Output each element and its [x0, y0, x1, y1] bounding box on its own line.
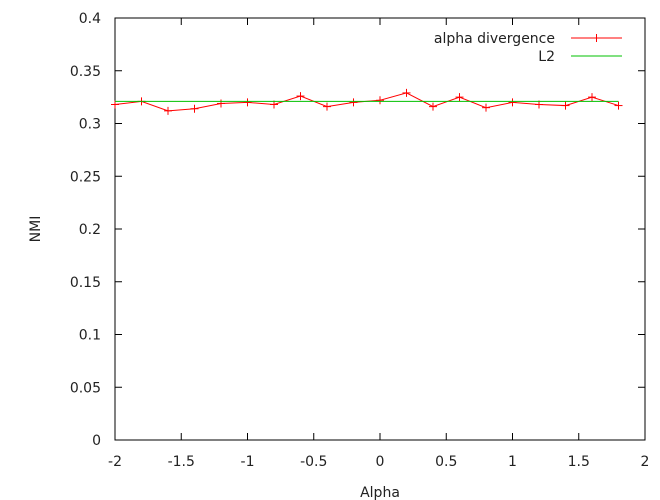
data-point — [455, 93, 464, 102]
y-tick-label: 0 — [92, 433, 101, 449]
legend-label: L2 — [538, 49, 555, 65]
x-tick-label: 0.5 — [435, 454, 457, 470]
data-point — [190, 104, 199, 113]
y-tick-label: 0.05 — [70, 380, 101, 396]
data-point — [323, 102, 331, 111]
legend-item: L2 — [538, 49, 622, 65]
legend-item: alpha divergence — [434, 31, 622, 47]
plot-frame — [114, 17, 646, 441]
data-point — [376, 96, 384, 105]
data-point — [482, 103, 490, 112]
x-tick-label: -0.5 — [300, 454, 327, 470]
data-point — [217, 99, 225, 108]
data-point — [561, 101, 570, 110]
x-tick-label: -1 — [241, 454, 255, 470]
y-tick-label: 0.1 — [79, 328, 101, 344]
x-tick-label: -2 — [108, 454, 122, 470]
y-axis-title: NMI — [28, 216, 44, 243]
y-tick-label: 0.35 — [70, 64, 101, 80]
x-tick-label: 1.5 — [568, 454, 590, 470]
legend-label: alpha divergence — [434, 31, 555, 47]
data-point — [296, 92, 305, 101]
y-tick-label: 0.15 — [70, 275, 101, 291]
data-point — [508, 98, 517, 107]
data-point — [429, 102, 437, 111]
y-tick-label: 0.25 — [70, 169, 101, 185]
data-point — [588, 93, 596, 102]
data-point — [164, 106, 172, 115]
y-tick-label: 0.3 — [79, 117, 101, 133]
x-axis-title: Alpha — [360, 485, 400, 500]
data-point — [614, 101, 623, 110]
y-tick-label: 0.2 — [79, 222, 101, 238]
x-tick-label: -1.5 — [168, 454, 195, 470]
x-tick-label: 0 — [376, 454, 385, 470]
data-point — [243, 98, 252, 107]
data-point — [349, 98, 358, 107]
y-tick-label: 0.4 — [79, 11, 101, 27]
series-line-0 — [114, 92, 619, 112]
data-point — [402, 88, 411, 97]
x-tick-label: 2 — [641, 454, 650, 470]
x-tick-label: 1 — [508, 454, 517, 470]
